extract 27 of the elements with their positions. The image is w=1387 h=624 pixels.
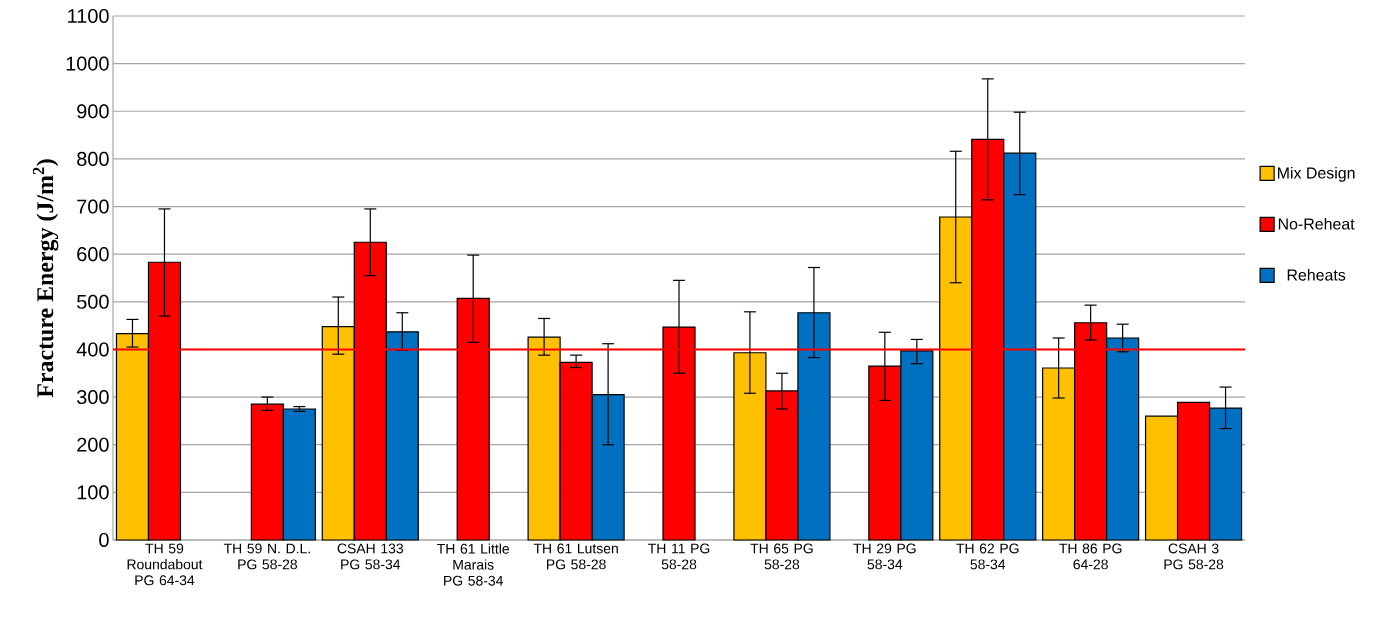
x-tick-label: TH 61 Lutsen PG 58-28 (533, 543, 618, 570)
x-tick-label: TH 86 PG 64-28 (1059, 543, 1122, 570)
y-tick-label: 500 (77, 294, 109, 309)
y-tick-label: 100 (77, 485, 109, 500)
y-tick-label: 800 (77, 151, 109, 166)
x-tick-label: TH 61 Little Marais PG 58-34 (437, 543, 509, 586)
y-axis-title: Fracture Energy (J/m$^{2}$) (32, 159, 59, 398)
x-tick-label: CSAH 3 PG 58-28 (1164, 543, 1224, 570)
y-tick-label: 1000 (66, 56, 109, 71)
x-tick-label: TH 59 Roundabout PG 64-34 (127, 543, 203, 586)
legend-label: No-Reheat (1278, 217, 1355, 230)
legend-label: Mix Design (1278, 166, 1355, 182)
x-tick-label: TH 62 PG 58-34 (956, 543, 1019, 570)
y-tick-label: 600 (77, 247, 109, 262)
y-tick-label: 400 (76, 342, 109, 357)
x-tick-label: CSAH 133 PG 58-34 (337, 543, 403, 570)
x-tick-label: TH 29 PG 58-34 (853, 543, 916, 570)
y-tick-label: 900 (77, 104, 109, 119)
x-tick-label: TH 11 PG 58-28 (648, 543, 710, 570)
legend-label: Reheats (1287, 268, 1346, 281)
x-tick-label: TH 65 PG 58-28 (750, 543, 813, 570)
x-tick-label: TH 59 N. D.L. PG 58-28 (223, 543, 310, 570)
y-tick-label: 200 (77, 437, 109, 452)
y-tick-label: 0 (99, 532, 109, 548)
y-tick-label: 1100 (68, 8, 109, 24)
y-tick-label: 300 (77, 390, 109, 405)
y-tick-label: 700 (77, 199, 109, 214)
